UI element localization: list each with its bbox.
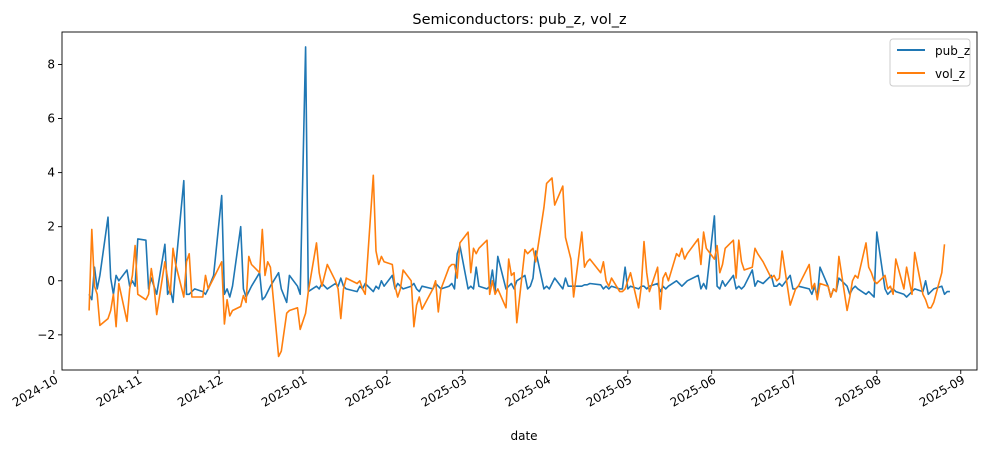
x-axis-label: date — [510, 429, 537, 443]
y-tick-label: −2 — [37, 328, 55, 342]
legend-label-vol-z: vol_z — [935, 67, 965, 81]
plot-area — [61, 31, 978, 371]
y-tick-label: 4 — [47, 166, 55, 180]
y-axis: −2 0 2 4 6 8 — [37, 57, 62, 342]
legend: pub_z vol_z — [889, 38, 971, 87]
chart-title: Semiconductors: pub_z, vol_z — [412, 12, 626, 28]
series-layer — [88, 46, 950, 358]
y-tick-label: 2 — [47, 220, 55, 234]
y-tick-label: 6 — [47, 112, 55, 126]
y-tick-label: 0 — [47, 274, 55, 288]
series-line-vol-z — [88, 174, 946, 358]
legend-label-pub-z: pub_z — [935, 44, 970, 58]
series-line-pub-z — [88, 46, 950, 304]
y-tick-label: 8 — [47, 57, 55, 71]
